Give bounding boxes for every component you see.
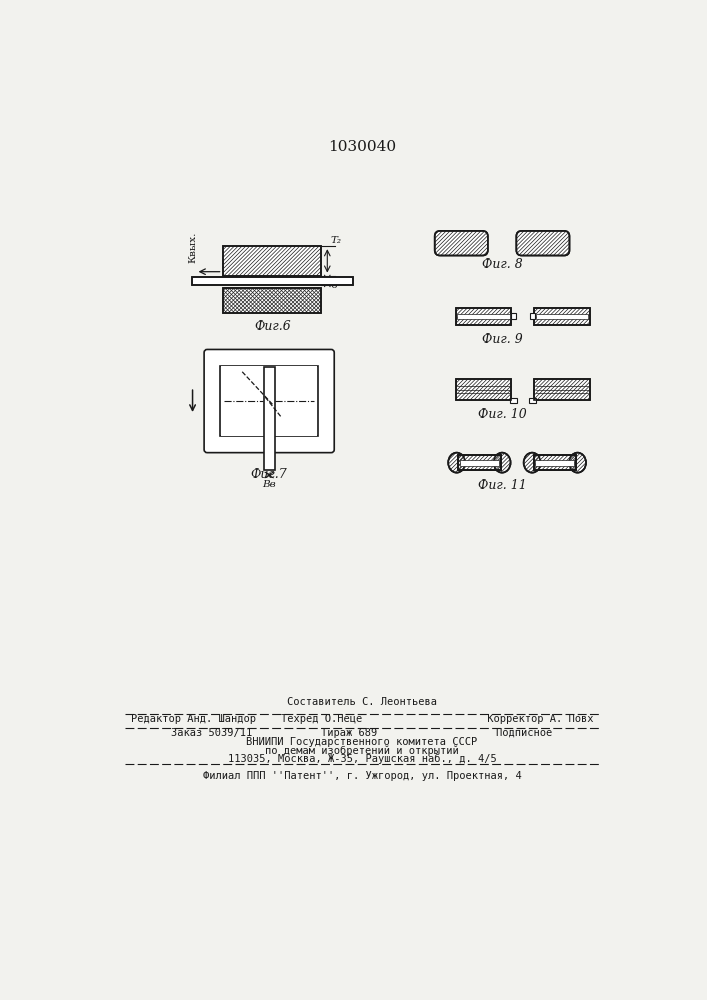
Bar	[458, 455, 501, 470]
Text: Bв: Bв	[262, 480, 276, 489]
Bar	[223, 246, 321, 276]
Bar	[456, 308, 511, 325]
Bar	[529, 398, 536, 403]
Text: Фиг.7: Фиг.7	[250, 468, 287, 481]
Text: Филиал ППП ''Патент'', г. Ужгород, ул. Проектная, 4: Филиал ППП ''Патент'', г. Ужгород, ул. П…	[203, 771, 521, 781]
Bar	[223, 246, 321, 276]
Bar	[460, 460, 499, 466]
Text: 1030040: 1030040	[328, 140, 396, 154]
Text: Фиг. 9: Фиг. 9	[481, 333, 522, 346]
Text: Фиг. 10: Фиг. 10	[478, 408, 527, 421]
Bar	[458, 455, 501, 470]
Bar	[456, 379, 511, 400]
Text: 113035, Москва, Ж-35, Раушская наб., д. 4/5: 113035, Москва, Ж-35, Раушская наб., д. …	[228, 754, 496, 764]
FancyBboxPatch shape	[435, 231, 488, 256]
Text: по демам изобретений и открытий: по демам изобретений и открытий	[265, 745, 459, 756]
Bar	[223, 288, 321, 312]
Bar	[510, 398, 517, 403]
Bar	[221, 366, 317, 436]
Bar	[192, 277, 354, 285]
Bar	[534, 455, 576, 470]
Bar	[510, 313, 516, 319]
Ellipse shape	[493, 453, 510, 473]
Bar	[456, 308, 511, 325]
Bar	[534, 379, 590, 400]
Text: T₂: T₂	[330, 236, 341, 245]
Bar	[223, 246, 321, 276]
Bar	[458, 455, 501, 470]
Ellipse shape	[569, 453, 586, 473]
Text: Фиг. 11: Фиг. 11	[478, 479, 527, 492]
Text: Составитель С. Леонтьева: Составитель С. Леонтьева	[287, 697, 437, 707]
Bar	[264, 367, 274, 470]
Bar	[223, 288, 321, 312]
Bar	[534, 455, 576, 470]
Bar	[534, 455, 576, 470]
Text: Фиг. 8: Фиг. 8	[481, 258, 522, 271]
Bar	[534, 308, 590, 325]
Text: ВНИИПИ Государственного комитета СССР: ВНИИПИ Государственного комитета СССР	[246, 737, 477, 747]
Bar	[530, 313, 535, 319]
Text: Квых.: Квых.	[189, 232, 198, 263]
Bar	[456, 308, 511, 325]
Bar	[457, 314, 510, 319]
Bar	[535, 460, 575, 466]
Text: Заказ 5039/11           Тираж 689                   Подписное: Заказ 5039/11 Тираж 689 Подписное	[171, 728, 553, 738]
FancyBboxPatch shape	[516, 231, 569, 256]
FancyBboxPatch shape	[204, 349, 334, 453]
Bar	[223, 288, 321, 312]
Bar	[456, 379, 511, 400]
Ellipse shape	[448, 453, 465, 473]
Bar	[536, 314, 588, 319]
Bar	[458, 455, 501, 470]
Bar	[456, 379, 511, 400]
Text: Редактор Анд. Шандор    Техред О.Неце                    Корректор А. Повх: Редактор Анд. Шандор Техред О.Неце Корре…	[131, 714, 593, 724]
Text: Фиг.6: Фиг.6	[255, 320, 291, 333]
Text: 6: 6	[330, 281, 337, 290]
Bar	[534, 308, 590, 325]
Bar	[221, 366, 318, 436]
Bar	[534, 455, 576, 470]
Bar	[192, 277, 354, 285]
Bar	[534, 379, 590, 400]
Bar	[534, 308, 590, 325]
Ellipse shape	[524, 453, 541, 473]
Bar	[534, 379, 590, 400]
